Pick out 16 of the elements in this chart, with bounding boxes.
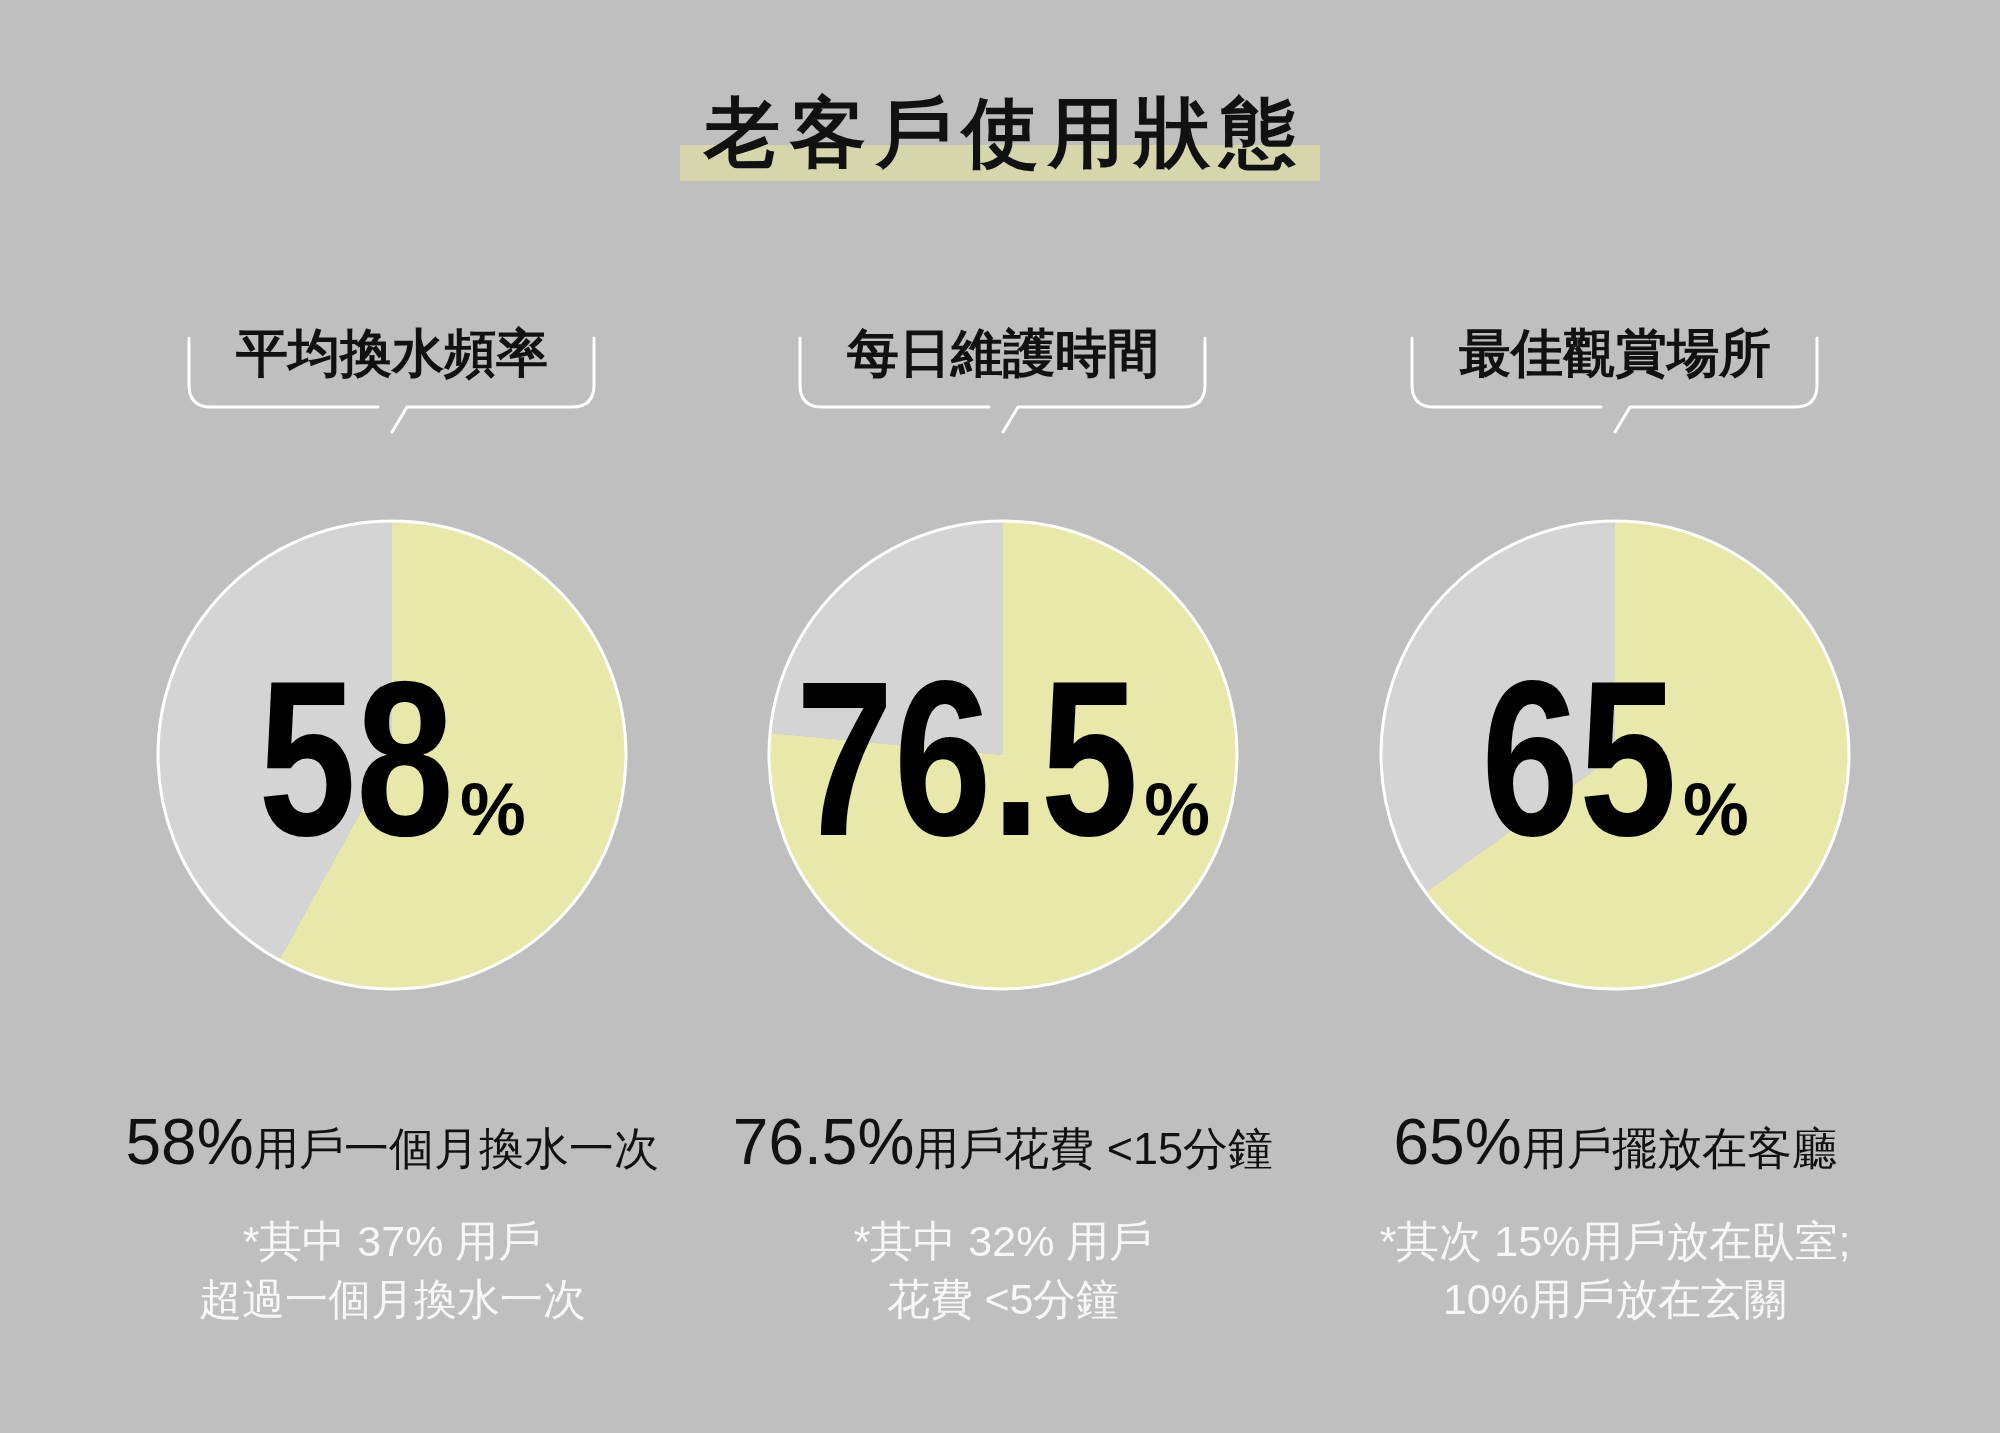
text: 花費 <5分鐘	[885, 1274, 1121, 1325]
chart-title: 每日維護時間	[846, 323, 1160, 383]
chart-title: 最佳觀賞場所	[1458, 323, 1772, 383]
data-label: 65%	[1481, 636, 1749, 882]
text: *其中 37% 用戶	[241, 1216, 543, 1267]
text: 58%用戶一個月換水一次	[125, 1106, 659, 1178]
text: 超過一個月換水一次	[197, 1274, 587, 1325]
text: 10%用戶放在玄關	[1441, 1274, 1789, 1325]
chart-title: 平均換水頻率	[235, 323, 549, 383]
text: *其中 32% 用戶	[852, 1216, 1154, 1267]
text: *其次 15%用戶放在臥室;	[1378, 1216, 1852, 1267]
text: 老客戶使用狀態	[680, 85, 1320, 181]
text: 76.5%用戶花費 <15分鐘	[732, 1106, 1274, 1178]
data-label: 76.5%	[795, 636, 1211, 882]
data-label: 58%	[258, 636, 526, 882]
text: 65%用戶擺放在客廳	[1393, 1106, 1837, 1178]
